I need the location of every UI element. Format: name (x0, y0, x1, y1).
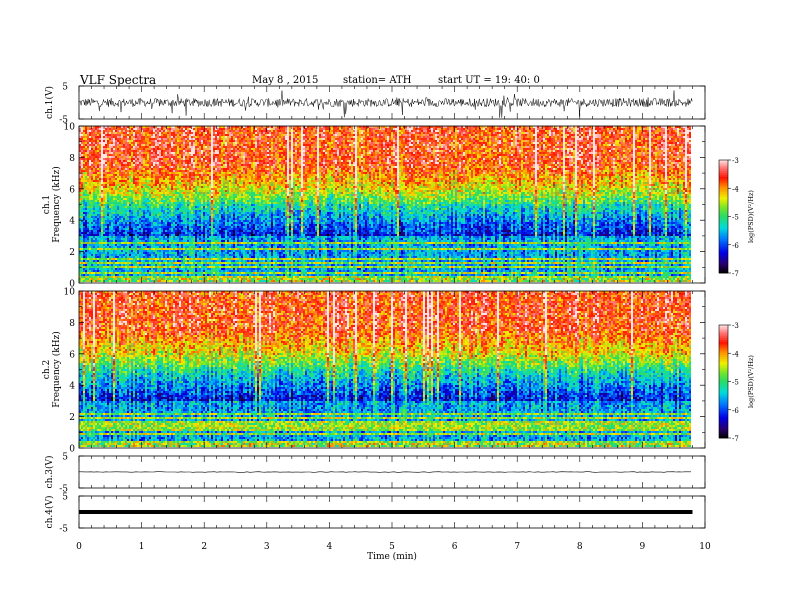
ch2-spectrogram-ytick-label: 0 (69, 445, 75, 455)
ch1-colorbar-tick-label: -6 (732, 242, 739, 250)
ch2-colorbar-tick-label: -6 (732, 407, 739, 415)
ch3-waveform-ytick-label: 5 (62, 453, 68, 463)
ch2-spectrogram-ylabel: ch.2 (42, 360, 52, 379)
ch4-waveform-ylabel: ch.4(V) (44, 496, 55, 529)
x-tick-label: 1 (139, 542, 145, 552)
x-tick-label: 0 (76, 542, 82, 552)
x-axis-label: Time (min) (367, 551, 417, 562)
ch2-spectrogram-ytick-label: 4 (69, 382, 75, 392)
ch1-colorbar-tick-label: -4 (732, 185, 739, 193)
ch2-spectrogram-ytick-label: 8 (69, 319, 75, 329)
ch1-spectrogram-ytick-label: 8 (69, 154, 75, 164)
ch4-waveform-ytick-label: -5 (59, 525, 68, 535)
ch3-waveform-trace (79, 472, 691, 473)
ch3-waveform-ylabel: ch.3(V) (44, 456, 55, 489)
x-tick-label: 9 (640, 542, 646, 552)
ch4-waveform-ytick-label: 5 (62, 493, 68, 503)
ch1-colorbar-tick-label: -5 (732, 214, 739, 222)
ch1-spectrogram-ylabel-frequency: Frequency (kHz) (51, 166, 62, 243)
ch2-spectrogram-ytick-label: 6 (69, 350, 75, 360)
ch1-spectrogram-ytick-label: 6 (69, 185, 75, 195)
ch2-colorbar-label: log(PSD)(V²/Hz) (747, 355, 755, 408)
x-tick-label: 8 (577, 542, 583, 552)
ch1-waveform-ytick-label: 5 (62, 83, 68, 93)
x-tick-label: 3 (264, 542, 270, 552)
ch1-colorbar-tick-label: -7 (732, 270, 739, 278)
x-tick-label: 10 (699, 542, 711, 552)
ch2-colorbar-tick-label: -3 (732, 322, 739, 330)
ch1-waveform-ylabel: ch.1(V) (44, 86, 55, 119)
ch1-colorbar-tick-label: -3 (732, 157, 739, 165)
ch1-spectrogram-ytick-label: 2 (69, 248, 75, 258)
ch1-spectrogram-ytick-label: 4 (69, 217, 75, 227)
x-tick-label: 7 (514, 542, 520, 552)
ch1-colorbar (719, 160, 728, 273)
ch2-spectrogram-ylabel-frequency: Frequency (kHz) (51, 331, 62, 408)
ch2-colorbar-tick-label: -7 (732, 435, 739, 443)
ch2-colorbar (719, 325, 728, 438)
ch2-spectrogram-ytick-label: 2 (69, 413, 75, 423)
x-tick-label: 4 (327, 542, 333, 552)
ch1-spectrogram-ylabel: ch.1 (42, 195, 52, 214)
x-tick-label: 2 (201, 542, 207, 552)
ch2-colorbar-tick-label: -4 (732, 350, 739, 358)
ch2-spectrogram-ytick-label: 10 (64, 288, 76, 298)
ch1-waveform-trace (79, 91, 692, 118)
ch1-colorbar-label: log(PSD)(V²/Hz) (747, 190, 755, 243)
x-tick-label: 6 (452, 542, 458, 552)
ch2-spectrogram (79, 291, 691, 447)
ch2-colorbar-tick-label: -5 (732, 379, 739, 387)
ch1-spectrogram (79, 126, 691, 282)
x-tick-label: 5 (389, 542, 395, 552)
ch1-spectrogram-ytick-label: 10 (64, 123, 76, 133)
